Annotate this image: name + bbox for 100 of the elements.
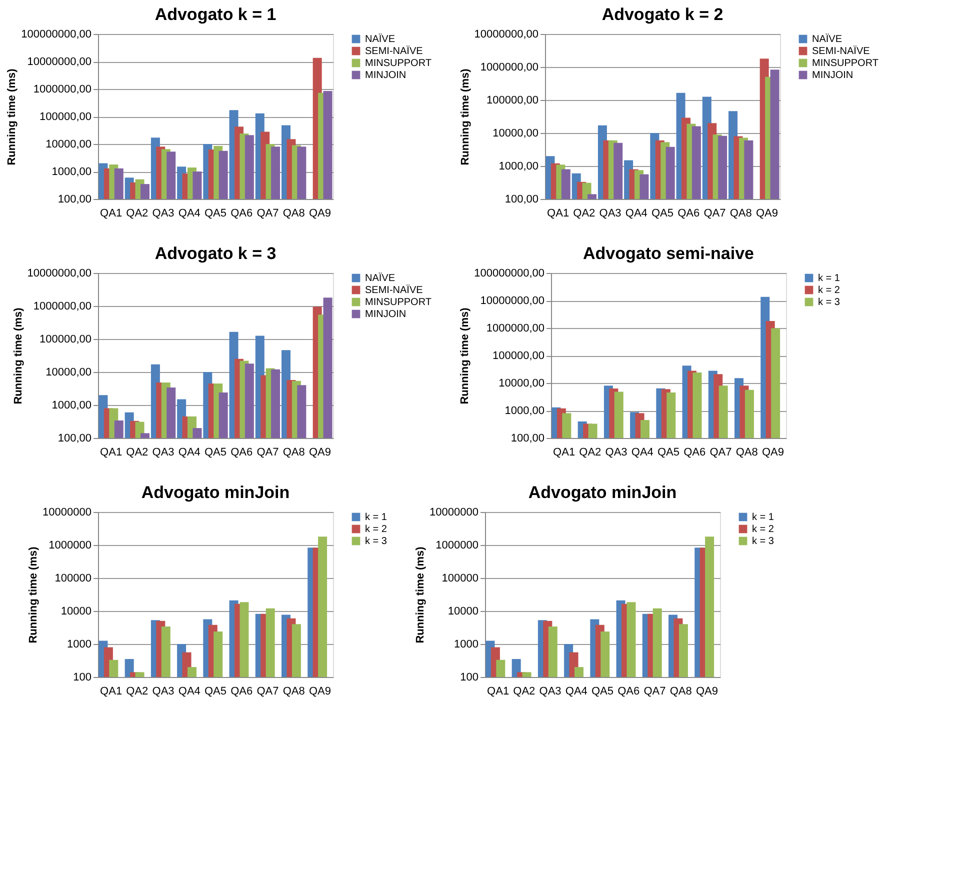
x-tick-label: QA1 bbox=[553, 446, 576, 458]
y-tick-label: 1000,00 bbox=[498, 160, 538, 172]
y-tick-label: 10000 bbox=[60, 606, 92, 618]
x-tick-label: QA7 bbox=[704, 208, 726, 220]
y-tick-label: 1000 bbox=[454, 638, 478, 650]
y-tick-label: 100000,00 bbox=[40, 334, 92, 346]
y-tick-label: 10000,00 bbox=[46, 138, 92, 150]
y-axis-title: Running time (ms) bbox=[28, 546, 40, 644]
x-tick-label: QA8 bbox=[282, 208, 305, 220]
chart-title: Advogato k = 2 bbox=[602, 5, 724, 24]
x-tick-label: QA7 bbox=[256, 208, 279, 220]
legend-label: MINJOIN bbox=[365, 70, 406, 81]
legend-label: MINSUPPORT bbox=[812, 58, 878, 69]
legend-label: NAÏVE bbox=[812, 33, 842, 45]
y-tick-label: 1000,00 bbox=[52, 400, 92, 412]
y-tick-label: 1000000,00 bbox=[33, 300, 92, 312]
x-tick-label: QA4 bbox=[631, 446, 654, 458]
legend-label: NAÏVE bbox=[365, 272, 396, 284]
x-tick-label: QA9 bbox=[762, 446, 784, 458]
x-tick-label: QA8 bbox=[670, 686, 692, 698]
x-tick-label: QA1 bbox=[100, 686, 122, 698]
x-tick-label: QA2 bbox=[126, 208, 148, 220]
y-tick-label: 1000000 bbox=[48, 540, 92, 552]
y-tick-label: 1000000 bbox=[436, 540, 478, 552]
y-tick-label: 100,00 bbox=[510, 432, 544, 444]
y-tick-label: 10000000,00 bbox=[27, 56, 92, 68]
y-tick-label: 1000000,00 bbox=[33, 84, 92, 96]
x-tick-label: QA4 bbox=[178, 208, 200, 220]
legend-label: MINSUPPORT bbox=[365, 58, 432, 69]
y-tick-label: 10000000,00 bbox=[474, 28, 538, 40]
y-tick-label: 100,00 bbox=[58, 194, 92, 206]
legend-label: k = 2 bbox=[365, 524, 388, 535]
y-tick-label: 100000000,00 bbox=[21, 28, 92, 40]
x-tick-label: QA2 bbox=[579, 446, 602, 458]
x-tick-label: QA8 bbox=[730, 208, 752, 220]
x-tick-label: QA6 bbox=[678, 208, 700, 220]
y-axis-title: Running time (ms) bbox=[414, 546, 427, 644]
x-tick-label: QA5 bbox=[651, 208, 674, 220]
legend-label: k = 3 bbox=[365, 536, 388, 547]
y-tick-label: 10000,00 bbox=[46, 366, 92, 378]
x-tick-label: QA8 bbox=[282, 446, 305, 458]
x-tick-label: QA9 bbox=[308, 208, 331, 220]
x-tick-label: QA9 bbox=[696, 686, 718, 698]
chart-title: Advogato k = 3 bbox=[154, 244, 276, 263]
x-tick-label: QA4 bbox=[625, 208, 648, 220]
y-tick-label: 1000000,00 bbox=[480, 62, 538, 74]
x-tick-label: QA6 bbox=[230, 686, 253, 698]
y-tick-label: 10000000 bbox=[430, 506, 478, 518]
x-tick-label: QA3 bbox=[152, 208, 174, 220]
y-tick-label: 10000000,00 bbox=[27, 268, 92, 280]
x-tick-label: QA2 bbox=[513, 686, 536, 698]
legend-label: k = 3 bbox=[818, 297, 840, 308]
chart-title: Advogato minJoin bbox=[141, 483, 290, 502]
x-tick-label: QA9 bbox=[308, 686, 331, 698]
x-tick-label: QA4 bbox=[178, 446, 200, 458]
y-axis-title: Running time (ms) bbox=[6, 68, 18, 166]
x-tick-label: QA9 bbox=[756, 208, 778, 220]
x-tick-label: QA8 bbox=[736, 446, 758, 458]
x-tick-label: QA4 bbox=[565, 686, 588, 698]
x-tick-label: QA3 bbox=[539, 686, 562, 698]
x-tick-label: QA5 bbox=[204, 686, 227, 698]
x-tick-label: QA9 bbox=[308, 446, 331, 458]
x-tick-label: QA4 bbox=[178, 686, 200, 698]
x-tick-label: QA1 bbox=[487, 686, 510, 698]
y-axis-title: Running time (ms) bbox=[459, 68, 472, 166]
y-tick-label: 100 bbox=[460, 672, 478, 684]
y-tick-label: 10000 bbox=[448, 606, 478, 618]
y-tick-label: 100000,00 bbox=[40, 111, 92, 123]
legend-label: k = 2 bbox=[752, 524, 774, 535]
y-tick-label: 100000 bbox=[442, 572, 478, 584]
y-tick-label: 10000000 bbox=[42, 506, 92, 518]
chart-title: Advogato minJoin bbox=[528, 483, 677, 502]
x-tick-label: QA3 bbox=[152, 686, 174, 698]
y-tick-label: 10000000,00 bbox=[480, 295, 544, 307]
legend-label: SEMI-NAÏVE bbox=[365, 45, 424, 57]
y-tick-label: 10000,00 bbox=[498, 378, 544, 390]
x-tick-label: QA1 bbox=[100, 208, 122, 220]
y-tick-label: 1000,00 bbox=[52, 166, 92, 178]
x-tick-label: QA5 bbox=[204, 446, 227, 458]
x-tick-label: QA5 bbox=[591, 686, 614, 698]
legend-label: k = 1 bbox=[818, 273, 840, 284]
chart-title: Advogato semi-naive bbox=[583, 244, 754, 263]
x-tick-label: QA3 bbox=[605, 446, 628, 458]
y-tick-label: 100,00 bbox=[58, 432, 92, 444]
legend-label: MINJOIN bbox=[365, 309, 406, 320]
y-tick-label: 100000 bbox=[54, 572, 92, 584]
x-tick-label: QA7 bbox=[644, 686, 666, 698]
x-tick-label: QA5 bbox=[657, 446, 680, 458]
x-tick-label: QA2 bbox=[126, 686, 148, 698]
x-tick-label: QA3 bbox=[599, 208, 622, 220]
x-tick-label: QA6 bbox=[230, 446, 253, 458]
legend-label: k = 3 bbox=[752, 536, 774, 547]
x-tick-label: QA1 bbox=[547, 208, 570, 220]
y-axis-title: Running time (ms) bbox=[459, 307, 472, 404]
x-tick-label: QA5 bbox=[204, 208, 227, 220]
y-tick-label: 10000,00 bbox=[492, 128, 538, 140]
x-tick-label: QA6 bbox=[618, 686, 640, 698]
y-axis-title: Running time (ms) bbox=[12, 307, 24, 404]
y-tick-label: 100000,00 bbox=[492, 350, 544, 362]
x-tick-label: QA3 bbox=[152, 446, 174, 458]
